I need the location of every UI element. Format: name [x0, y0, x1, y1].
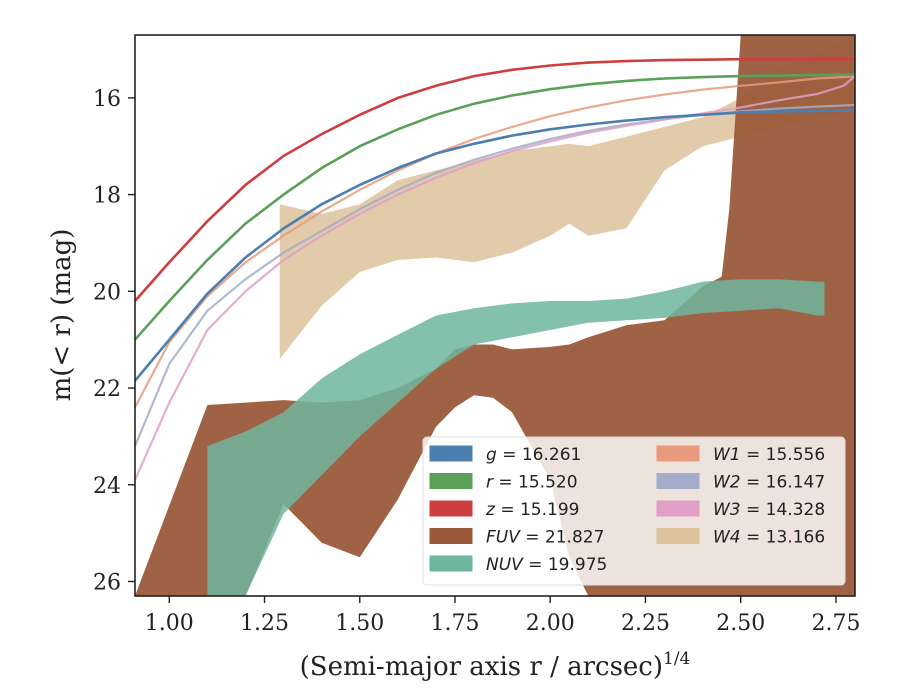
x-tick-label: 2.25	[621, 611, 670, 636]
legend: g = 16.261 r = 15.520 z = 15.199 FUV = 21.8…	[422, 436, 846, 586]
series-line-g	[135, 109, 855, 382]
y-axis-label: m(< r) (mag)	[47, 229, 77, 402]
legend-swatch-w1	[656, 445, 700, 462]
series-line-w1	[135, 75, 855, 408]
legend-label-fuv: FUV = 21.827	[486, 528, 604, 548]
x-axis-label: (Semi-major axis r / arcsec)1/4	[300, 649, 691, 682]
legend-swatch-r	[429, 473, 473, 489]
legend-label-z: z = 15.199	[485, 500, 579, 520]
legend-swatch-w2	[656, 473, 700, 489]
legend-box	[422, 436, 846, 586]
series-band-nuv	[207, 279, 825, 596]
x-tick-label: 2.00	[526, 611, 575, 636]
y-tick-label: 24	[93, 474, 121, 499]
x-axis-label-text: (Semi-major axis r / arcsec)	[300, 652, 663, 682]
legend-label-w2: W2 = 16.147	[713, 473, 825, 493]
x-tick-label: 1.00	[145, 611, 194, 636]
series-line-r	[135, 73, 855, 341]
legend-label-w3: W3 = 14.328	[713, 500, 825, 520]
x-tick-label: 1.75	[431, 611, 480, 636]
legend-swatch-g	[429, 445, 473, 462]
series-band-w4	[279, 35, 855, 359]
legend-label-nuv: NUV = 19.975	[486, 555, 607, 575]
legend-swatch-nuv	[429, 555, 473, 572]
y-tick-label: 26	[93, 570, 121, 595]
legend-swatch-w3	[656, 500, 700, 517]
x-tick-label: 2.50	[716, 611, 765, 636]
x-tick-label: 1.25	[240, 611, 289, 636]
legend-label-r: r = 15.520	[486, 473, 578, 493]
y-tick-label: 20	[93, 280, 121, 305]
legend-label-w4: W4 = 13.166	[713, 528, 825, 548]
legend-label-g: g = 16.261	[486, 445, 581, 465]
series-line-z	[135, 57, 855, 302]
legend-label-w1: W1 = 15.556	[713, 445, 825, 465]
y-tick-label: 16	[93, 87, 121, 112]
legend-swatch-z	[429, 500, 473, 517]
y-tick-label: 22	[93, 377, 121, 402]
x-axis-label-exponent: 1/4	[663, 649, 690, 669]
plot-frame	[134, 34, 856, 597]
y-axis: 16 18 20 22 24 26	[93, 87, 135, 595]
series-line-w3	[135, 75, 855, 481]
legend-swatch-w4	[656, 528, 700, 544]
y-tick-label: 18	[93, 184, 121, 209]
x-tick-label: 2.75	[811, 611, 860, 636]
x-axis: 1.00 1.25 1.50 1.75 2.00 2.25 2.50 2.75	[145, 596, 860, 636]
x-tick-label: 1.50	[335, 611, 384, 636]
legend-swatch-fuv	[429, 528, 473, 544]
